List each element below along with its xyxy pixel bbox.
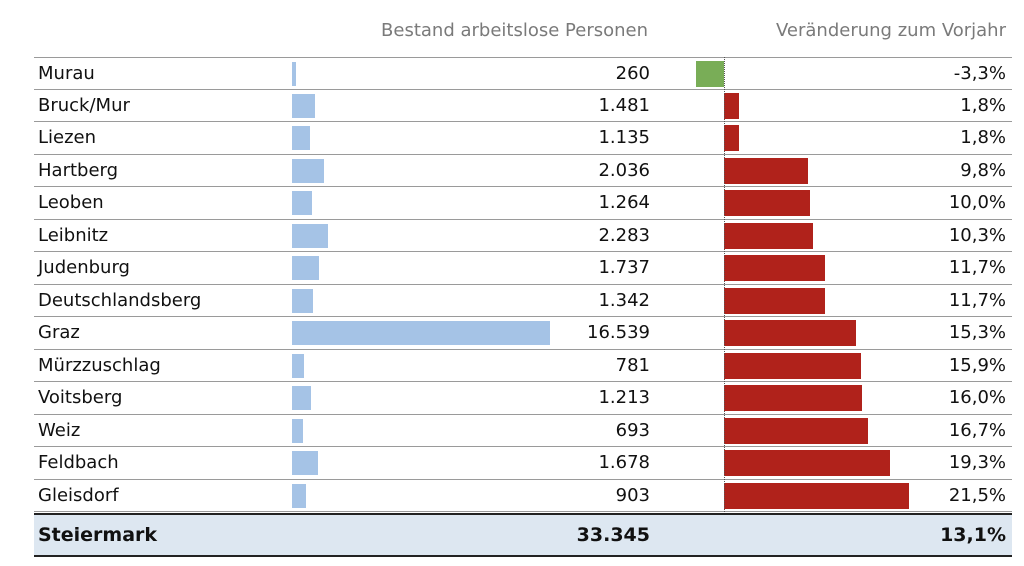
count-value: 693	[615, 419, 650, 441]
table-row: Murau 260 -3,3%	[34, 57, 1012, 90]
total-name: Steiermark	[38, 524, 158, 546]
change-zero-line	[724, 57, 725, 512]
change-bar	[724, 222, 813, 249]
total-row: Steiermark 33.345 13,1%	[34, 513, 1012, 557]
count-value: 2.036	[598, 159, 650, 181]
count-value: 1.678	[598, 452, 650, 474]
count-column-header: Bestand arbeitslose Personen	[381, 20, 648, 41]
count-value: 260	[615, 62, 650, 84]
table-row: Weiz 693 16,7%	[34, 415, 1012, 447]
count-value: 16.539	[587, 322, 650, 344]
change-value: 16,0%	[948, 387, 1006, 409]
table-row: Hartberg 2.036 9,8%	[34, 155, 1012, 187]
district-name: Deutschlandsberg	[38, 289, 202, 311]
count-bar	[292, 483, 307, 508]
change-value: 16,7%	[948, 419, 1006, 441]
table-row: Voitsberg 1.213 16,0%	[34, 382, 1012, 415]
count-bar	[292, 353, 305, 378]
count-bar	[292, 158, 324, 183]
change-bar	[724, 320, 856, 346]
change-bar	[724, 417, 868, 444]
change-value: 11,7%	[948, 257, 1006, 279]
district-name: Murau	[38, 62, 95, 84]
change-bar	[724, 352, 861, 379]
table-row: Deutschlandsberg 1.342 11,7%	[34, 285, 1012, 317]
count-value: 1.481	[598, 94, 650, 116]
table-row: Bruck/Mur 1.481 1,8%	[34, 90, 1012, 122]
count-bar	[292, 321, 550, 345]
table-row: Leoben 1.264 10,0%	[34, 187, 1012, 220]
change-column-header: Veränderung zum Vorjahr	[776, 20, 1006, 41]
table-row: Feldbach 1.678 19,3%	[34, 447, 1012, 480]
total-change: 13,1%	[940, 524, 1006, 546]
table-row: Graz 16.539 15,3%	[34, 317, 1012, 350]
table-row: Gleisdorf 903 21,5%	[34, 480, 1012, 512]
count-bar	[292, 62, 297, 86]
count-value: 1.264	[598, 192, 650, 214]
change-bar	[724, 450, 891, 476]
count-value: 903	[615, 484, 650, 506]
change-value: 19,3%	[948, 452, 1006, 474]
count-bar	[292, 191, 312, 215]
district-name: Graz	[38, 322, 80, 344]
table-row: Leibnitz 2.283 10,3%	[34, 220, 1012, 252]
district-name: Weiz	[38, 419, 81, 441]
change-bar	[695, 61, 724, 87]
count-value: 1.135	[598, 127, 650, 149]
count-value: 1.342	[598, 289, 650, 311]
change-bar	[724, 287, 825, 314]
table-row: Liezen 1.135 1,8%	[34, 122, 1012, 155]
district-name: Liezen	[38, 127, 97, 149]
count-value: 1.213	[598, 387, 650, 409]
change-value: 11,7%	[948, 289, 1006, 311]
district-name: Mürzzuschlag	[38, 354, 161, 376]
district-name: Voitsberg	[38, 387, 123, 409]
change-bar	[724, 482, 909, 509]
table-row: Mürzzuschlag 781 15,9%	[34, 350, 1012, 382]
count-value: 1.737	[598, 257, 650, 279]
district-name: Leibnitz	[38, 224, 109, 246]
district-name: Bruck/Mur	[38, 94, 130, 116]
count-value: 781	[615, 354, 650, 376]
count-bar	[292, 451, 319, 475]
count-bar	[292, 288, 313, 313]
change-value: -3,3%	[953, 62, 1006, 84]
change-value: 9,8%	[960, 159, 1006, 181]
change-bar	[724, 125, 740, 151]
change-value: 1,8%	[960, 94, 1006, 116]
change-bar	[724, 92, 740, 119]
change-value: 1,8%	[960, 127, 1006, 149]
change-value: 15,3%	[948, 322, 1006, 344]
count-bar	[292, 93, 316, 118]
change-bar	[724, 190, 811, 216]
district-name: Gleisdorf	[38, 484, 119, 506]
total-count: 33.345	[576, 524, 650, 546]
table-row: Judenburg 1.737 11,7%	[34, 252, 1012, 285]
count-value: 2.283	[598, 224, 650, 246]
change-bar	[724, 157, 809, 184]
change-value: 15,9%	[948, 354, 1006, 376]
change-bar	[724, 255, 825, 281]
district-name: Leoben	[38, 192, 104, 214]
count-bar	[292, 418, 303, 443]
count-bar	[292, 126, 310, 150]
change-value: 10,0%	[948, 192, 1006, 214]
district-name: Judenburg	[38, 257, 130, 279]
change-value: 10,3%	[948, 224, 1006, 246]
change-value: 21,5%	[948, 484, 1006, 506]
count-bar	[292, 386, 311, 410]
district-name: Hartberg	[38, 159, 119, 181]
count-bar	[292, 256, 320, 280]
count-bar	[292, 223, 328, 248]
change-bar	[724, 385, 862, 411]
district-name: Feldbach	[38, 452, 119, 474]
